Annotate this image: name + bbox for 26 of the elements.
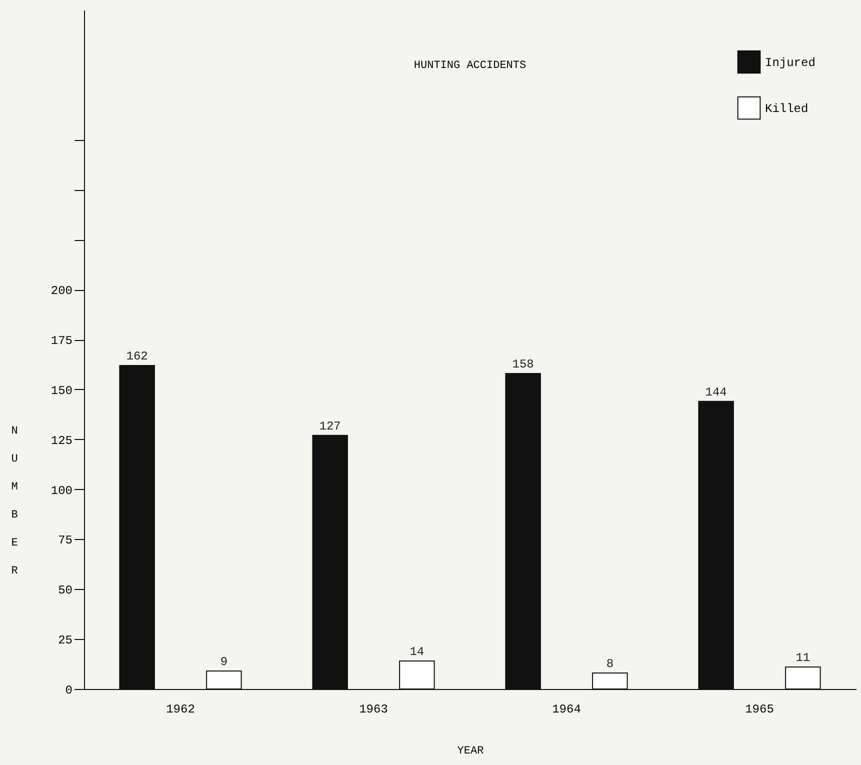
legend-label: Killed [765,102,808,116]
data-label: 11 [796,651,810,666]
legend-label: Injured [765,56,816,70]
y-tick-label: 25 [58,634,72,648]
y-tick-label: 100 [50,484,72,498]
y-tick-label: 150 [50,384,72,398]
x-tick-label: 1964 [552,702,581,716]
x-axis-title: YEAR [457,746,484,758]
text: HUNTING ACCIDENTS [414,60,527,72]
data-label: 162 [126,349,148,364]
data-label: 158 [512,357,534,372]
y-tick-label: 200 [50,284,72,298]
y-tick-label: 0 [65,684,72,698]
x-tick-label: 1963 [359,702,388,716]
y-tick-label: 50 [58,584,72,598]
data-label: 14 [410,645,424,660]
data-label: 127 [319,419,341,434]
y-tick-label: 175 [50,334,72,348]
text: NUMBER [11,426,18,578]
x-tick-label: 1962 [166,702,195,716]
y-tick-label: 125 [50,434,72,448]
data-label: 9 [220,655,228,670]
y-tick-label: 75 [58,534,72,548]
x-tick-label: 1965 [745,702,774,716]
data-label: 144 [705,385,727,400]
data-label: 8 [606,657,614,672]
